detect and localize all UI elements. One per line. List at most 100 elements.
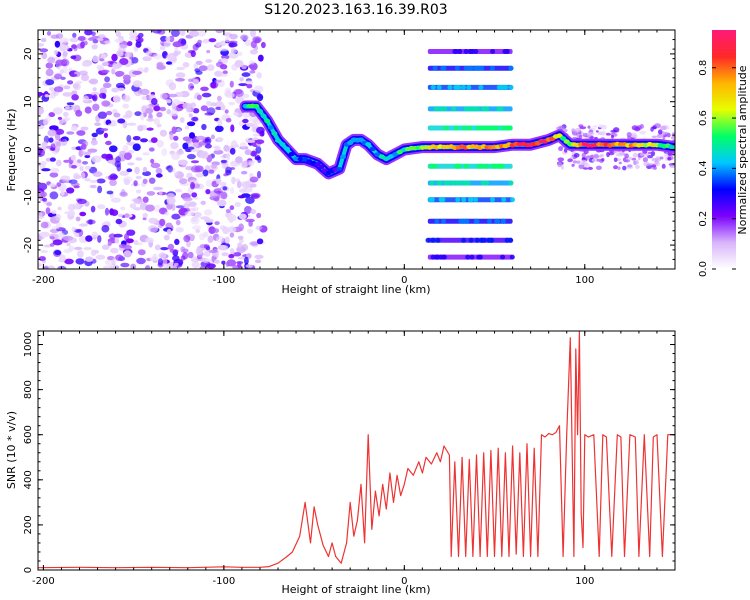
noise-blob	[197, 39, 203, 45]
noise-blob	[218, 73, 228, 77]
noise-blob	[211, 164, 217, 169]
noise-blob	[92, 103, 100, 112]
noise-blob	[176, 149, 184, 155]
noise-blob	[132, 143, 141, 151]
harmonic-blob	[479, 163, 485, 169]
noise-blob	[639, 124, 644, 129]
noise-blob	[153, 186, 164, 191]
noise-blob	[115, 254, 124, 261]
noise-blob	[171, 126, 177, 134]
noise-blob	[234, 144, 240, 148]
ridge-point	[267, 125, 274, 130]
noise-blob	[90, 91, 100, 97]
spectrogram-y-tick-label: 10	[23, 95, 34, 108]
noise-blob	[132, 136, 141, 141]
harmonic-blob	[474, 237, 480, 243]
noise-blob	[250, 30, 256, 38]
noise-blob	[213, 228, 220, 234]
harmonic-blob	[436, 84, 442, 90]
noise-blob	[54, 250, 62, 256]
noise-blob	[99, 92, 106, 99]
noise-blob	[255, 225, 263, 231]
noise-blob	[156, 65, 166, 70]
noise-blob	[624, 153, 629, 159]
noise-blob	[109, 179, 117, 186]
noise-blob	[60, 188, 65, 196]
noise-blob	[106, 190, 114, 195]
noise-blob	[102, 82, 112, 89]
noise-blob	[199, 265, 208, 269]
noise-blob	[111, 53, 118, 62]
noise-blob	[135, 175, 142, 180]
noise-blob	[221, 252, 229, 257]
noise-blob	[580, 159, 587, 165]
noise-blob	[237, 242, 243, 249]
noise-blob	[228, 254, 235, 259]
noise-blob	[608, 152, 615, 156]
noise-blob	[171, 30, 180, 37]
noise-blob	[105, 140, 112, 146]
noise-blob	[639, 152, 645, 157]
noise-blob	[244, 149, 252, 156]
noise-blob	[214, 259, 220, 264]
noise-blob	[659, 156, 664, 160]
noise-blob	[174, 262, 179, 266]
noise-blob	[43, 135, 50, 144]
noise-blob	[174, 238, 180, 245]
harmonic-blob	[443, 125, 449, 131]
noise-blob	[165, 36, 171, 42]
ridge-point	[556, 133, 563, 138]
noise-blob	[99, 87, 107, 95]
noise-blob	[230, 187, 235, 194]
noise-blob	[203, 250, 211, 257]
ridge-point	[257, 109, 263, 114]
noise-blob	[122, 103, 130, 109]
noise-blob	[75, 216, 81, 222]
noise-blob	[192, 108, 200, 114]
noise-blob	[63, 85, 71, 90]
noise-blob	[254, 37, 261, 44]
noise-blob	[66, 187, 75, 194]
harmonic-blob	[509, 254, 515, 260]
noise-blob	[651, 135, 658, 138]
noise-blob	[218, 48, 229, 52]
noise-blob	[107, 241, 112, 247]
noise-blob	[53, 86, 64, 93]
noise-blob	[115, 218, 123, 225]
harmonic-blob	[434, 218, 440, 224]
noise-blob	[245, 39, 251, 47]
colorbar-ticks: 0.0 0.2 0.4 0.6 0.8	[698, 60, 736, 277]
noise-blob	[175, 78, 185, 82]
noise-blob	[101, 244, 110, 250]
noise-blob	[124, 51, 132, 58]
noise-blob	[100, 128, 109, 132]
noise-blob	[193, 211, 202, 218]
noise-blob	[45, 79, 55, 86]
noise-blob	[38, 262, 42, 268]
ridge-point	[271, 131, 278, 136]
noise-blob	[39, 48, 49, 53]
noise-blob	[225, 209, 231, 213]
ridge-point	[253, 103, 260, 109]
ridge-point	[314, 162, 321, 167]
noise-blob	[557, 157, 565, 162]
noise-blob	[213, 149, 224, 155]
harmonic-blob	[508, 84, 514, 90]
noise-blob	[109, 145, 118, 153]
noise-blob	[222, 70, 228, 75]
noise-blob	[159, 129, 167, 137]
noise-blob	[114, 237, 120, 244]
noise-blob	[84, 151, 92, 155]
noise-blob	[578, 164, 585, 170]
noise-blob	[71, 104, 81, 110]
noise-blob	[244, 205, 252, 214]
noise-blob	[111, 174, 119, 180]
noise-blob	[195, 247, 203, 255]
noise-blob	[55, 213, 61, 221]
harmonic-blob	[489, 237, 494, 243]
noise-blob	[117, 213, 124, 218]
harmonic-blob	[425, 237, 431, 243]
noise-blob	[220, 58, 228, 64]
noise-blob	[647, 155, 653, 159]
noise-blob	[592, 125, 598, 128]
